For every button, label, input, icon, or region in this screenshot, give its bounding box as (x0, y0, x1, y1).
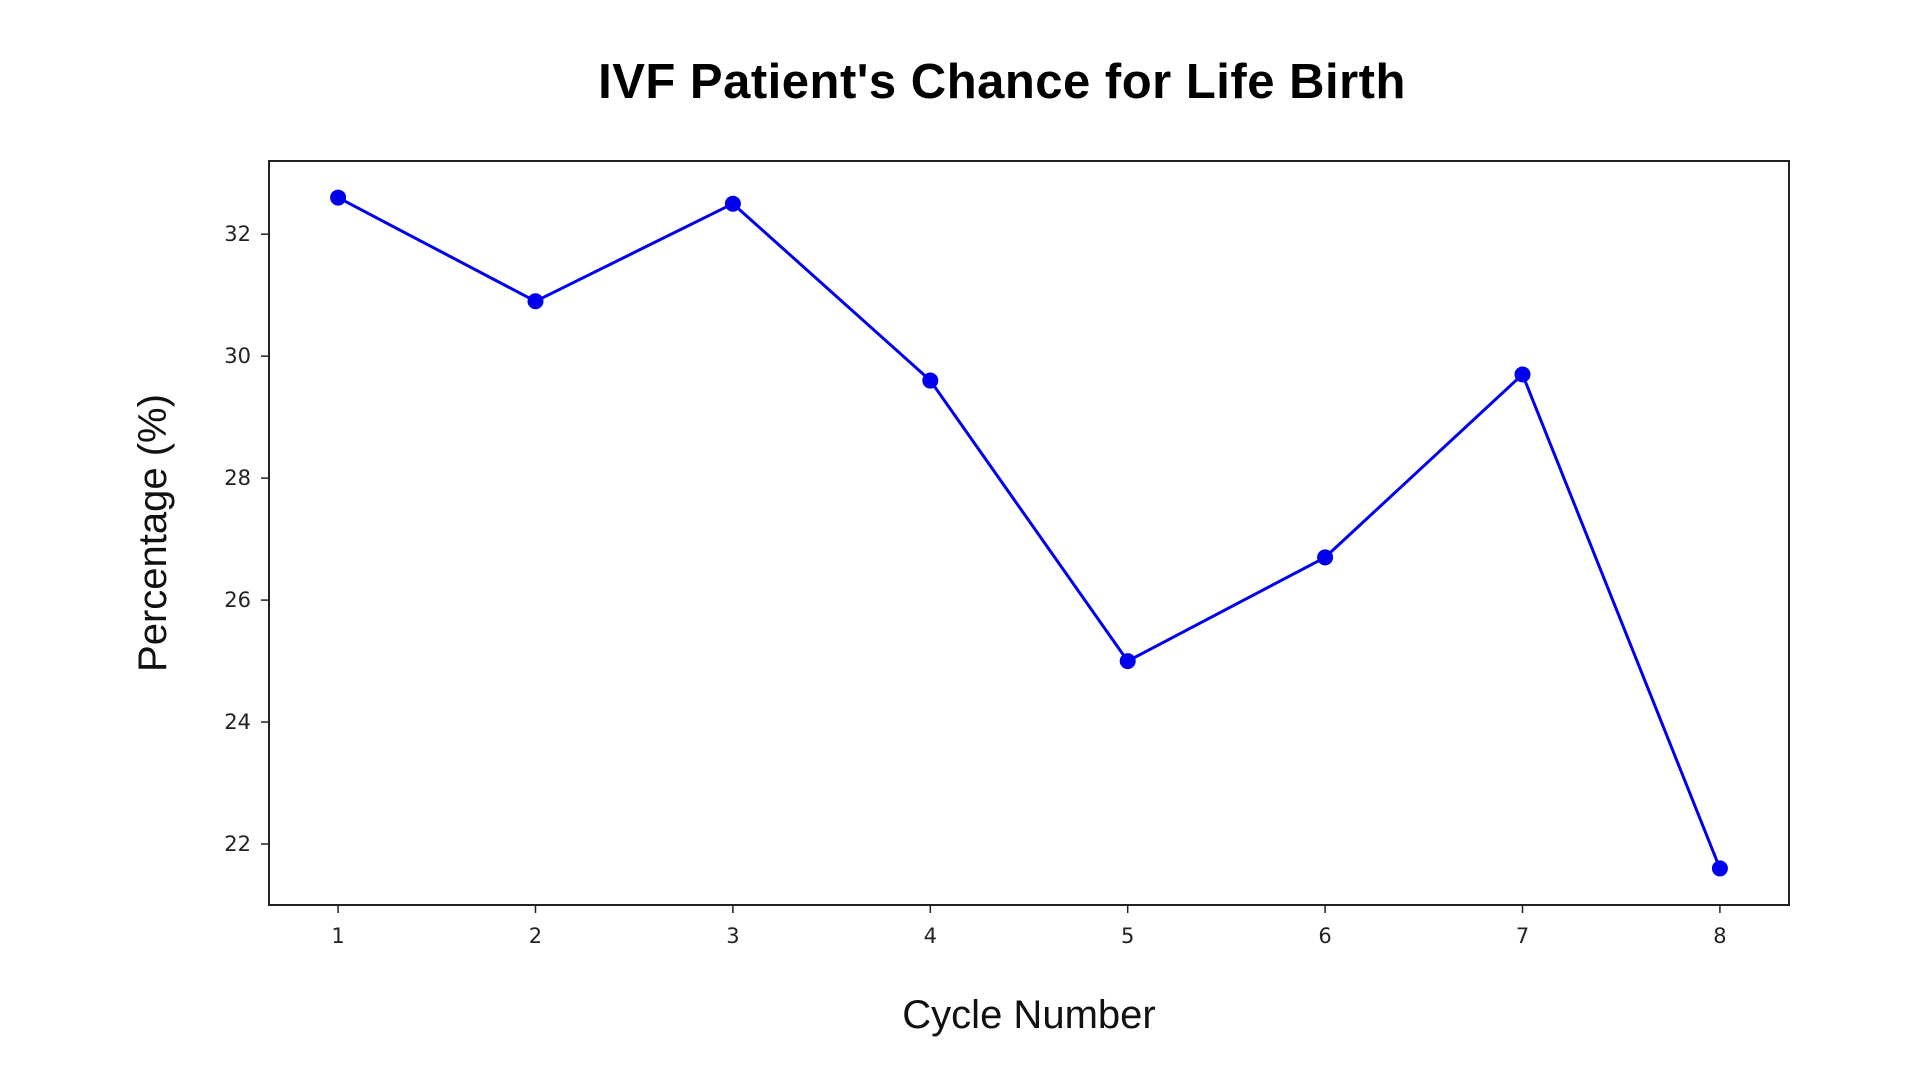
x-tick-label: 6 (1318, 924, 1331, 948)
x-tick-label: 3 (726, 924, 739, 948)
plot-area (268, 160, 1790, 906)
y-axis: 22 24 26 28 30 32 (224, 222, 269, 856)
x-tick-label: 2 (529, 924, 542, 948)
series-layer (330, 189, 1728, 877)
y-tick-label: 24 (224, 710, 251, 734)
x-axis-title: Cycle Number (902, 993, 1155, 1037)
data-point (1119, 653, 1136, 670)
data-point (330, 189, 347, 206)
x-tick-label: 4 (924, 924, 937, 948)
x-tick-label: 7 (1516, 924, 1529, 948)
data-point (527, 293, 544, 310)
data-point (1514, 366, 1531, 383)
x-axis: 1 2 3 4 5 6 7 8 (331, 905, 1727, 948)
y-tick-label: 32 (224, 222, 251, 246)
x-tick-label: 8 (1713, 924, 1726, 948)
series-line (336, 196, 1722, 870)
data-point (1711, 860, 1728, 877)
y-tick-label: 22 (224, 832, 251, 856)
chart-title: IVF Patient's Chance for Life Birth (598, 55, 1406, 109)
y-tick-label: 28 (224, 466, 251, 490)
data-point (922, 372, 939, 389)
y-tick-label: 26 (224, 588, 251, 612)
y-axis-title: Percentage (%) (131, 394, 175, 672)
x-tick-label: 1 (331, 924, 344, 948)
data-point (724, 195, 741, 212)
x-tick-label: 5 (1121, 924, 1134, 948)
data-point (1317, 549, 1334, 566)
y-tick-label: 30 (224, 344, 251, 368)
